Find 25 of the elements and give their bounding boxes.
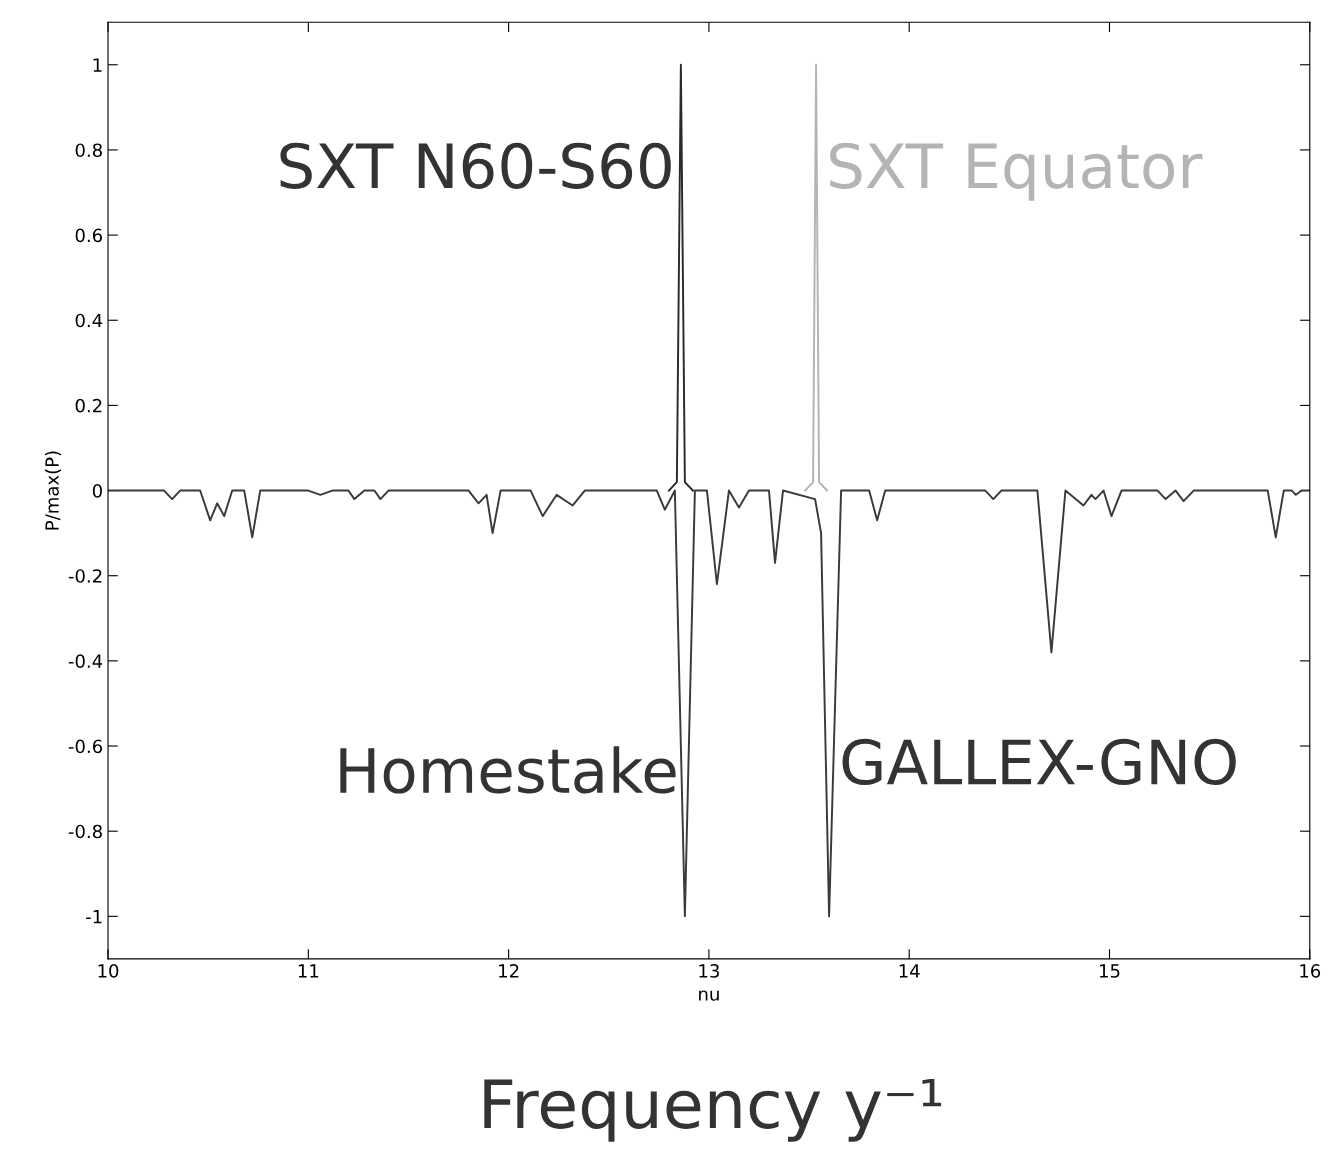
y-tick-label: 1 <box>93 58 102 72</box>
y-tick-label: -1 <box>86 910 102 924</box>
x-tick-label: 11 <box>298 964 319 978</box>
y-tick-label: -0.6 <box>68 739 103 754</box>
annotation: SXT N60-S60 <box>280 142 671 189</box>
y-tick-label: 0 <box>92 484 102 498</box>
annotation: GALLEX-GNO <box>842 738 1236 786</box>
x-tick-label: 16 <box>1300 964 1321 978</box>
x-axis-title: nu <box>699 990 719 1001</box>
y-tick-label: -0.4 <box>68 654 103 668</box>
y-tick-label: 0.4 <box>75 313 103 328</box>
x-tick-label: 13 <box>699 964 719 978</box>
y-axis-title: P/max(P) <box>44 451 62 530</box>
x-tick-label: 10 <box>98 964 119 978</box>
y-tick-label: 0.2 <box>75 398 102 413</box>
annotation: Homestake <box>340 746 676 794</box>
x-tick-label: 12 <box>499 964 519 978</box>
annotation: SXT Equator <box>830 142 1203 201</box>
text: Frequency y⁻¹ <box>484 1079 942 1142</box>
y-tick-label: -0.2 <box>68 569 102 583</box>
x-tick-label: 14 <box>899 964 920 978</box>
y-tick-label: 0.8 <box>75 143 102 158</box>
y-tick-label: 0.6 <box>75 228 103 243</box>
y-tick-label: -0.8 <box>68 824 102 839</box>
x-tick-label: 15 <box>1099 964 1120 978</box>
